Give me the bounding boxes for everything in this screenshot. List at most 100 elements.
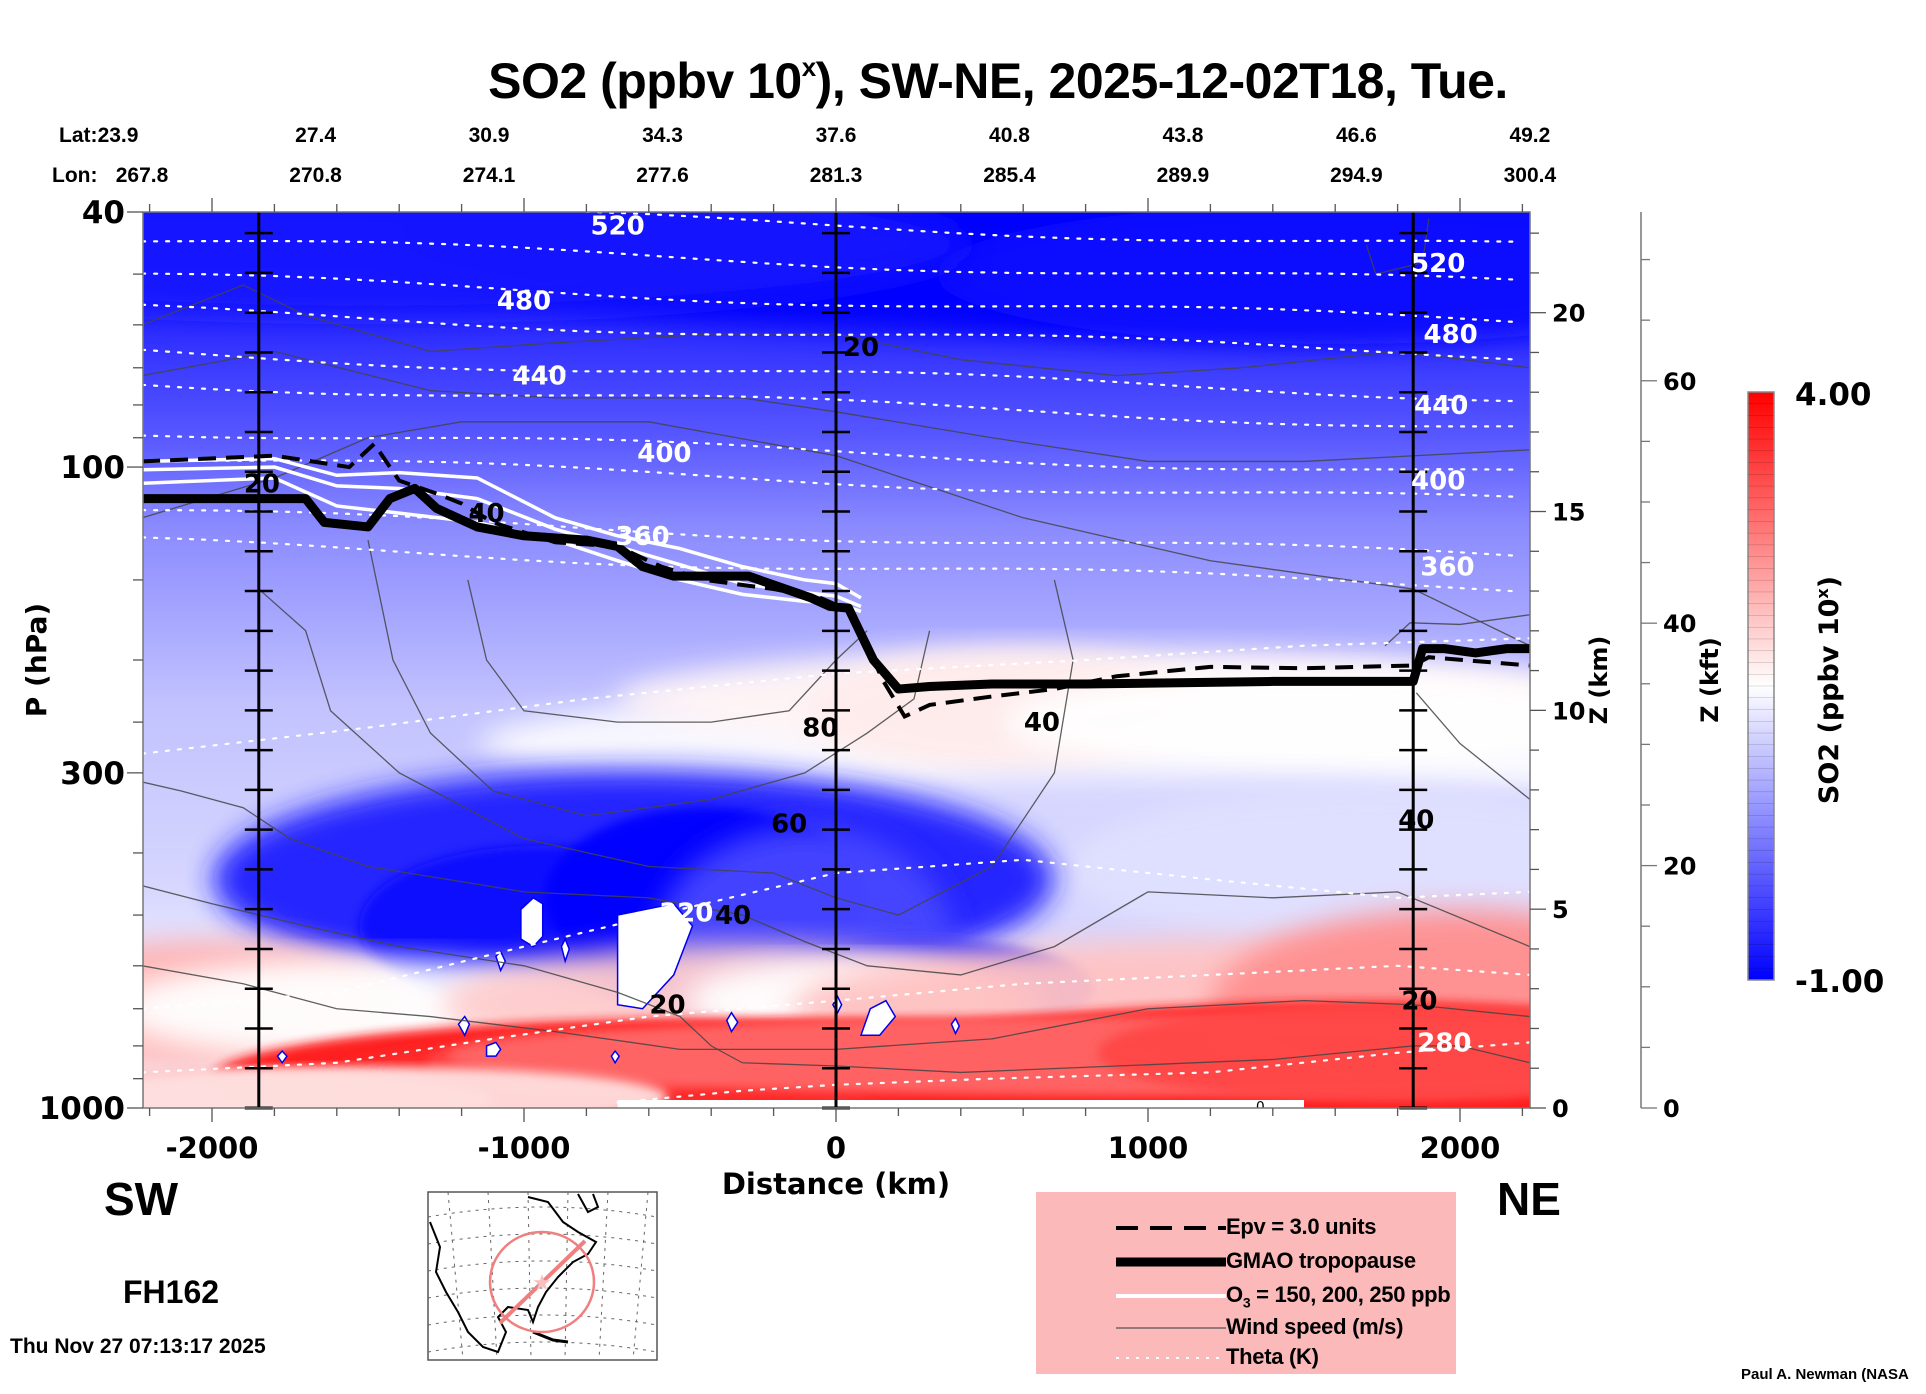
chart-title: SO2 (ppbv 10x), SW-NE, 2025-12-02T18, Tu…	[0, 52, 1926, 110]
theta-label: 440	[512, 362, 566, 392]
credit: Paul A. Newman (NASA	[1741, 1366, 1909, 1383]
x-tick-label: 2000	[1420, 1131, 1501, 1165]
y-tick-label: 300	[60, 756, 125, 792]
so2-blob	[143, 1066, 668, 1108]
forecast-hour: FH162	[123, 1274, 220, 1310]
wind-label: 40	[1398, 806, 1434, 836]
lon-value: 289.9	[1156, 164, 1210, 187]
colorbar: 4.00 -1.00 SO2 (ppbv 10x)	[1747, 377, 1884, 1000]
graticule	[427, 1314, 658, 1326]
lat-value: 40.8	[989, 124, 1030, 147]
lat-value: 49.2	[1509, 124, 1551, 147]
lon-value: 285.4	[983, 164, 1036, 187]
inset-map: ★	[427, 1191, 658, 1361]
theta-label: 320	[659, 898, 713, 928]
colorbar-max-label: 4.00	[1795, 377, 1872, 413]
lat-label: Lat:	[59, 124, 98, 147]
tropopause-lines	[143, 440, 1530, 720]
zkft-tick-label: 20	[1663, 853, 1696, 881]
lon-value: 277.6	[636, 164, 689, 187]
lat-value: 30.9	[468, 124, 510, 147]
legend-label: Epv = 3.0 units	[1226, 1214, 1377, 1239]
saturated-patch	[616, 902, 694, 1010]
wind-contour	[143, 885, 1530, 1074]
graticule	[427, 1206, 658, 1218]
wind-label: 60	[771, 810, 807, 840]
dotted-line-icon	[1116, 1357, 1226, 1359]
x-tick-label: 1000	[1108, 1131, 1189, 1165]
wind-label: 20	[649, 991, 685, 1021]
wind-contour	[258, 579, 1074, 916]
saturated-patch	[859, 999, 897, 1036]
wind-contour	[143, 284, 1530, 377]
zkft-tick-label: 0	[1663, 1095, 1680, 1123]
x-tick-label: 0	[826, 1131, 846, 1165]
wind-contour	[467, 579, 868, 723]
theta-contour	[616, 1041, 1530, 1104]
zkm-axis-label: Z (km)	[1585, 636, 1613, 725]
timestamp: Thu Nov 27 07:13:17 2025	[10, 1335, 266, 1358]
theta-label: 520	[1411, 249, 1465, 279]
so2-field	[143, 212, 1530, 1108]
theta-label: 360	[1420, 553, 1474, 583]
legend-item-ozone: O3 = 150, 200, 250 ppb	[1036, 1280, 1456, 1312]
theta-label: 280	[1417, 1028, 1471, 1058]
wind-contour	[143, 421, 1530, 647]
colorbar-gradient	[1747, 391, 1775, 981]
legend-item-theta: Theta (K)	[1036, 1342, 1456, 1374]
wind-label: 20	[244, 469, 280, 499]
saturated-patch	[485, 1041, 502, 1057]
thick-line-icon	[1116, 1257, 1226, 1267]
saturated-patch	[950, 1017, 961, 1036]
theta-contour	[143, 383, 1517, 428]
theta-contour	[143, 434, 1517, 471]
title-text: SO2 (ppbv 10	[488, 53, 802, 109]
zkm-tick-label: 5	[1552, 896, 1569, 924]
legend-item-tropopause: GMAO tropopause	[1036, 1246, 1456, 1278]
wind-label: 0	[1256, 1099, 1265, 1115]
lat-value: 34.3	[642, 124, 683, 147]
graticule	[427, 1287, 658, 1299]
saturated-patch	[725, 1011, 739, 1034]
wind-label: 80	[802, 714, 838, 744]
white-line-icon	[1116, 1294, 1226, 1298]
range-circle	[488, 1230, 596, 1334]
sw-label: SW	[104, 1173, 179, 1225]
theta-label: 480	[497, 287, 551, 317]
lon-label: Lon:	[52, 164, 98, 187]
theta-label: 480	[1423, 320, 1477, 350]
lon-value: 300.4	[1503, 164, 1557, 187]
lat-value: 27.4	[295, 124, 337, 147]
theta-contour	[143, 536, 1517, 593]
ground-strip	[617, 1100, 1304, 1108]
wind-contour	[143, 965, 1530, 1050]
wind-contour	[1384, 614, 1530, 647]
theta-contour	[143, 459, 1517, 498]
x-axis-label: Distance (km)	[722, 1167, 950, 1201]
zkm-tick-label: 20	[1552, 300, 1585, 328]
so2-blob	[1004, 672, 1530, 773]
lon-value: 281.3	[809, 164, 863, 187]
lat-value: 46.6	[1335, 124, 1377, 147]
y-tick-label: 100	[60, 450, 125, 486]
zkft-tick-label: 60	[1663, 368, 1696, 396]
lat-value: 37.6	[815, 124, 857, 147]
wind-contour	[143, 350, 1530, 463]
legend-label: GMAO tropopause	[1226, 1248, 1416, 1273]
ne-label: NE	[1497, 1173, 1561, 1225]
lon-value: 274.1	[462, 164, 516, 187]
theta-contour	[143, 272, 1517, 324]
cross-section-track	[498, 1239, 587, 1325]
theta-label: 400	[637, 439, 691, 469]
zkm-tick-label: 15	[1552, 499, 1585, 527]
theta-label: 400	[1411, 467, 1465, 497]
wind-speed-contours	[143, 218, 1530, 1074]
so2-blob	[143, 212, 968, 315]
contour-labels: 5204804404003603205204804404003602802040…	[244, 212, 1478, 1115]
lat-value: 23.9	[97, 124, 139, 147]
gmao-tropopause	[143, 483, 1530, 694]
thin-line-icon	[1116, 1327, 1226, 1329]
wind-contour	[143, 781, 1530, 976]
saturated-patch	[520, 896, 544, 948]
